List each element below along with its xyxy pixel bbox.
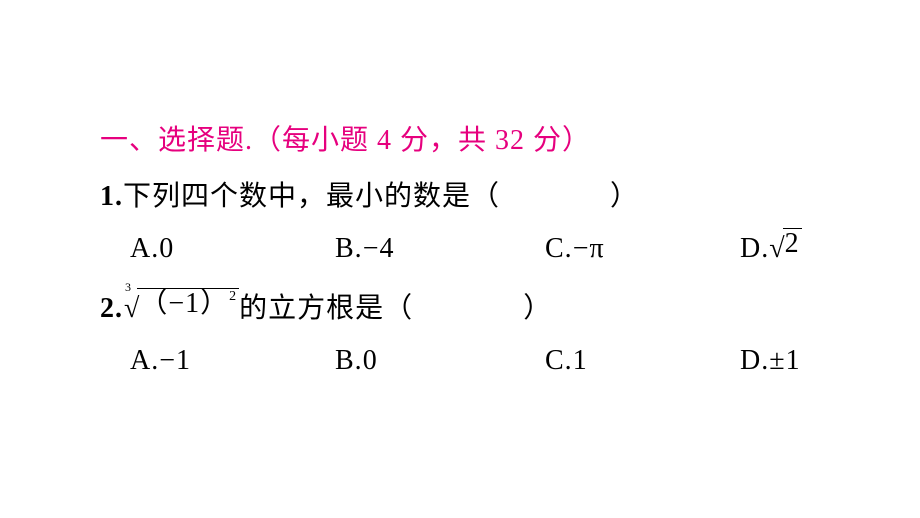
question-2-stem: 的立方根是（ — [239, 288, 413, 330]
option-d: D. √2 — [740, 228, 802, 270]
option-d: D.±1 — [740, 340, 801, 382]
option-a: A.−1 — [130, 340, 335, 382]
cuberoot-icon: 3 √ （−1）2 — [125, 288, 239, 330]
question-number: 1 — [100, 176, 115, 218]
question-1-stem: 下列四个数中，最小的数是（ — [123, 176, 500, 218]
option-c: C.−π — [545, 228, 740, 270]
question-number: 2 — [100, 288, 115, 330]
question-2-stem-line: 2. 3 √ （−1）2 的立方根是（ ） — [100, 288, 830, 330]
question-2: 2. 3 √ （−1）2 的立方根是（ ） A.−1 B.0 C.1 — [100, 288, 830, 382]
question-2-options: A.−1 B.0 C.1 D.±1 — [130, 340, 830, 382]
section-header: 一、选择题.（每小题 4 分，共 32 分） — [100, 120, 830, 162]
paren-close: ） — [610, 176, 639, 218]
question-1: 1. 下列四个数中，最小的数是（ ） A.0 B.−4 C.−π D. √2 — [100, 176, 830, 270]
option-a: A.0 — [130, 228, 335, 270]
option-c: C.1 — [545, 340, 740, 382]
question-1-stem-line: 1. 下列四个数中，最小的数是（ ） — [100, 176, 830, 218]
page: 一、选择题.（每小题 4 分，共 32 分） 1. 下列四个数中，最小的数是（ … — [0, 0, 920, 382]
sqrt-icon: √2 — [769, 228, 801, 270]
option-b: B.0 — [335, 340, 545, 382]
option-b: B.−4 — [335, 228, 545, 270]
question-1-options: A.0 B.−4 C.−π D. √2 — [130, 228, 830, 270]
paren-close: ） — [523, 288, 552, 330]
